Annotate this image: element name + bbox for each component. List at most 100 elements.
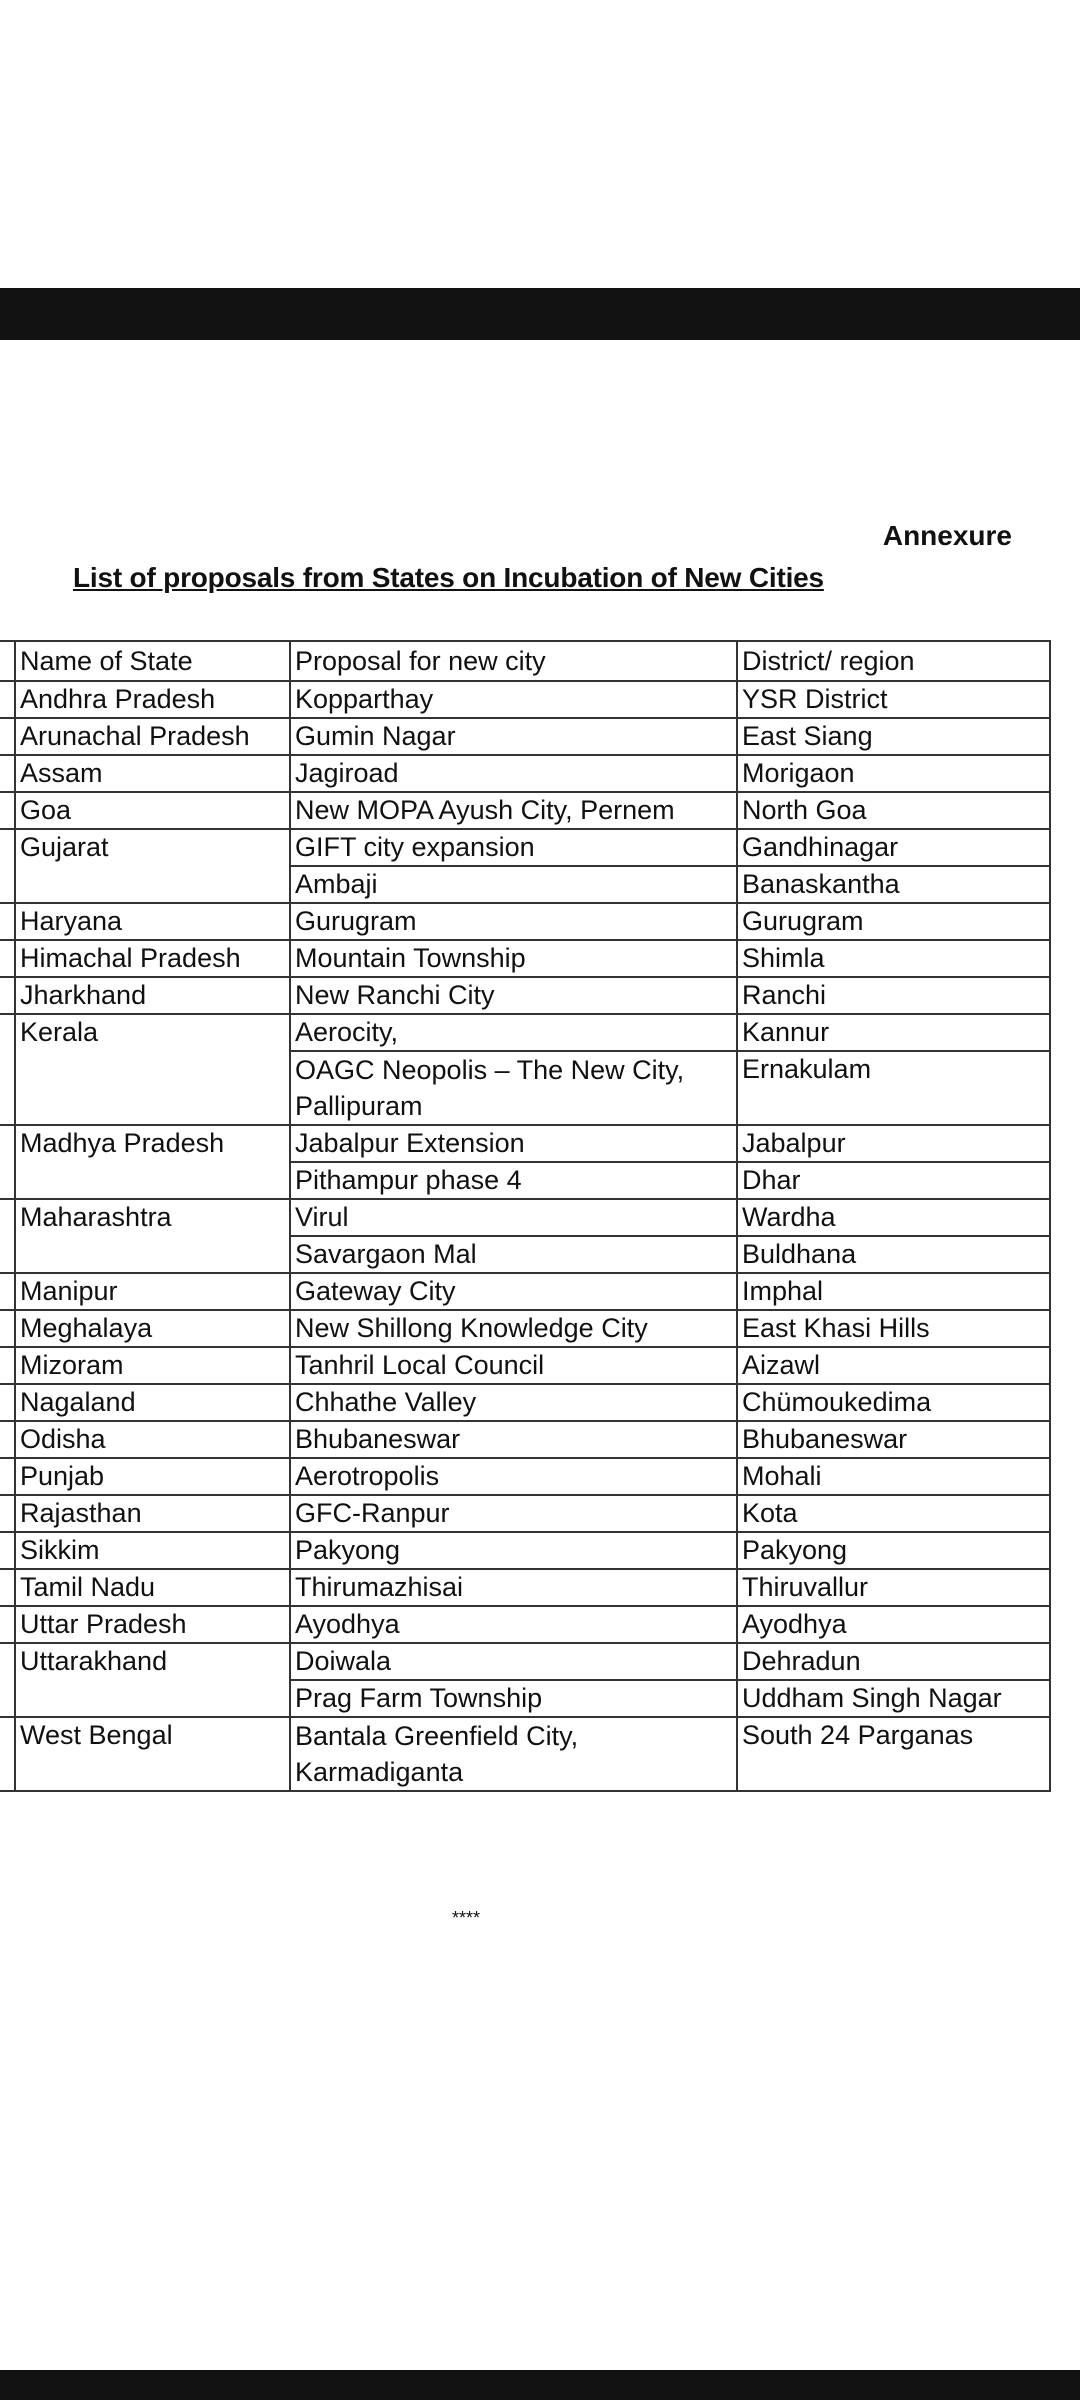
district-cell: East Siang xyxy=(736,717,1051,756)
table-row: Jharkhand New Ranchi City Ranchi xyxy=(0,976,1051,1015)
column-header: Name of State xyxy=(14,640,291,682)
table-row: Odisha Bhubaneswar Bhubaneswar xyxy=(0,1420,1051,1459)
table-row: Arunachal Pradesh Gumin Nagar East Siang xyxy=(0,717,1051,756)
state-name-cell: Assam xyxy=(14,754,291,793)
table-row: Uttar Pradesh Ayodhya Ayodhya xyxy=(0,1605,1051,1644)
proposal-cell: OAGC Neopolis – The New City, Pallipuram xyxy=(289,1050,738,1126)
left-edge-cell xyxy=(0,1605,16,1644)
table-row: Ambaji Banaskantha xyxy=(0,865,1051,904)
table-row: West Bengal Bantala Greenfield City, Karm… xyxy=(0,1716,1051,1792)
end-mark: **** xyxy=(452,1908,481,1928)
proposal-cell: Savargaon Mal xyxy=(289,1235,738,1274)
proposal-cell: Prag Farm Township xyxy=(289,1679,738,1718)
proposal-cell: Gateway City xyxy=(289,1272,738,1311)
district-cell: Pakyong xyxy=(736,1531,1051,1570)
state-name-cell: Tamil Nadu xyxy=(14,1568,291,1607)
state-name-cell: Madhya Pradesh xyxy=(14,1124,291,1200)
district-cell: Buldhana xyxy=(736,1235,1051,1274)
district-cell: East Khasi Hills xyxy=(736,1309,1051,1348)
proposal-cell: Thirumazhisai xyxy=(289,1568,738,1607)
table-row: Kerala Aerocity, Kannur xyxy=(0,1013,1051,1126)
table-row: Goa New MOPA Ayush City, Pernem North Goa xyxy=(0,791,1051,830)
left-edge-cell xyxy=(0,1013,16,1126)
left-edge-cell xyxy=(0,1568,16,1607)
state-name-cell: Arunachal Pradesh xyxy=(14,717,291,756)
table-row: Haryana Gurugram Gurugram xyxy=(0,902,1051,941)
table-row: Punjab Aerotropolis Mohali xyxy=(0,1457,1051,1496)
state-name-cell: Andhra Pradesh xyxy=(14,680,291,719)
state-name-cell: Manipur xyxy=(14,1272,291,1311)
state-name-cell: Maharashtra xyxy=(14,1198,291,1274)
state-name-cell: Himachal Pradesh xyxy=(14,939,291,978)
left-edge-cell xyxy=(0,976,16,1015)
left-edge-cell xyxy=(0,791,16,830)
column-header: District/ region xyxy=(736,640,1051,682)
proposal-cell: Bantala Greenfield City, Karmadiganta xyxy=(289,1716,738,1792)
left-edge-cell xyxy=(0,939,16,978)
proposal-cell: Jabalpur Extension xyxy=(289,1124,738,1163)
table-header-row: Name of State Proposal for new city Distri… xyxy=(0,640,1051,682)
proposal-cell: Ayodhya xyxy=(289,1605,738,1644)
column-header: Proposal for new city xyxy=(289,640,738,682)
proposal-cell: Kopparthay xyxy=(289,680,738,719)
district-cell: Banaskantha xyxy=(736,865,1051,904)
left-edge-cell xyxy=(0,640,16,682)
proposal-cell: Gumin Nagar xyxy=(289,717,738,756)
table-row: Meghalaya New Shillong Knowledge City East… xyxy=(0,1309,1051,1348)
table-row: Pithampur phase 4 Dhar xyxy=(0,1161,1051,1200)
table-row: Assam Jagiroad Morigaon xyxy=(0,754,1051,793)
district-cell: Kota xyxy=(736,1494,1051,1533)
district-cell: Bhubaneswar xyxy=(736,1420,1051,1459)
table-row: Savargaon Mal Buldhana xyxy=(0,1235,1051,1274)
proposal-cell: GFC-Ranpur xyxy=(289,1494,738,1533)
left-edge-cell xyxy=(0,680,16,719)
state-name-cell: West Bengal xyxy=(14,1716,291,1792)
left-edge-cell xyxy=(0,1457,16,1496)
state-name-cell: Odisha xyxy=(14,1420,291,1459)
state-name-cell: Nagaland xyxy=(14,1383,291,1422)
proposal-cell: Virul xyxy=(289,1198,738,1237)
left-edge-cell xyxy=(0,902,16,941)
district-cell: Dhar xyxy=(736,1161,1051,1200)
table-row: Prag Farm Township Uddham Singh Nagar xyxy=(0,1679,1051,1718)
table-row: Sikkim Pakyong Pakyong xyxy=(0,1531,1051,1570)
district-cell: South 24 Parganas xyxy=(736,1716,1051,1792)
proposal-cell: Pakyong xyxy=(289,1531,738,1570)
left-edge-cell xyxy=(0,754,16,793)
district-cell: Wardha xyxy=(736,1198,1051,1237)
left-edge-cell xyxy=(0,1309,16,1348)
district-cell: Aizawl xyxy=(736,1346,1051,1385)
state-name-cell: Punjab xyxy=(14,1457,291,1496)
proposal-cell: Pithampur phase 4 xyxy=(289,1161,738,1200)
proposal-cell: Aerotropolis xyxy=(289,1457,738,1496)
state-name-cell: Goa xyxy=(14,791,291,830)
left-edge-cell xyxy=(0,1716,16,1792)
proposal-cell: Bhubaneswar xyxy=(289,1420,738,1459)
left-edge-cell xyxy=(0,828,16,904)
table-row: Rajasthan GFC-Ranpur Kota xyxy=(0,1494,1051,1533)
state-name-cell: Mizoram xyxy=(14,1346,291,1385)
district-cell: Dehradun xyxy=(736,1642,1051,1681)
state-name-cell: Uttarakhand xyxy=(14,1642,291,1718)
annexure-label: Annexure xyxy=(882,520,1012,551)
proposal-cell: Mountain Township xyxy=(289,939,738,978)
left-edge-cell xyxy=(0,717,16,756)
table-row: Madhya Pradesh Jabalpur Extension Jabalpur xyxy=(0,1124,1051,1200)
table-row: Mizoram Tanhril Local Council Aizawl xyxy=(0,1346,1051,1385)
district-cell: Kannur xyxy=(736,1013,1051,1052)
district-cell: Ranchi xyxy=(736,976,1051,1015)
district-cell: Shimla xyxy=(736,939,1051,978)
district-cell: Ayodhya xyxy=(736,1605,1051,1644)
district-cell: Imphal xyxy=(736,1272,1051,1311)
proposal-cell: Doiwala xyxy=(289,1642,738,1681)
district-cell: Chümoukedima xyxy=(736,1383,1051,1422)
district-cell: Uddham Singh Nagar xyxy=(736,1679,1051,1718)
left-edge-cell xyxy=(0,1494,16,1533)
table-row: Gujarat GIFT city expansion Gandhinagar xyxy=(0,828,1051,904)
left-edge-cell xyxy=(0,1420,16,1459)
state-name-cell: Meghalaya xyxy=(14,1309,291,1348)
proposal-cell: Aerocity, xyxy=(289,1013,738,1052)
document-title: List of proposals from States on Incubat… xyxy=(73,562,824,593)
district-cell: Ernakulam xyxy=(736,1050,1051,1126)
table-row: Uttarakhand Doiwala Dehradun xyxy=(0,1642,1051,1718)
